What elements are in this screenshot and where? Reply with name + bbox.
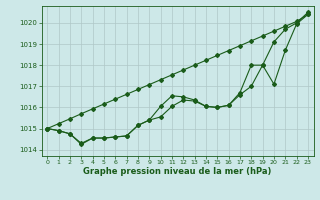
X-axis label: Graphe pression niveau de la mer (hPa): Graphe pression niveau de la mer (hPa): [84, 167, 272, 176]
